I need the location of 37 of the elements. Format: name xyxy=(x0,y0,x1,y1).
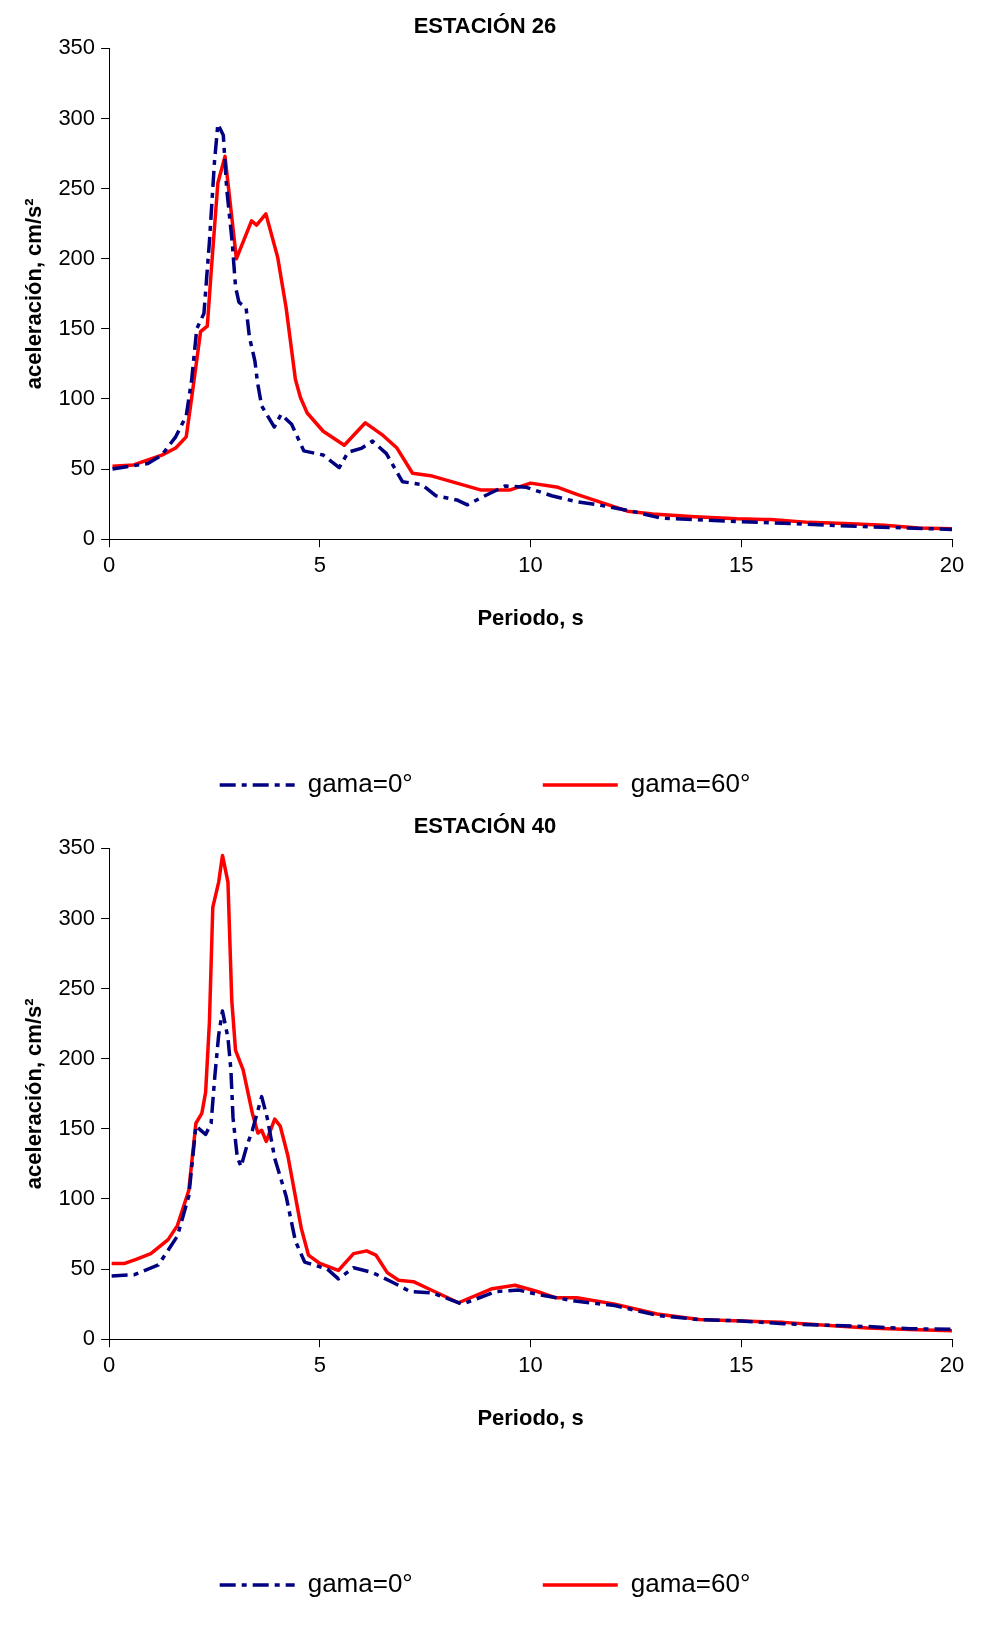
y-tick-label: 50 xyxy=(70,455,96,481)
y-tick-label: 100 xyxy=(58,1185,96,1211)
y-tick-label: 350 xyxy=(58,34,96,60)
y-axis-title: aceleración, cm/s² xyxy=(21,998,47,1190)
y-tick-label: 200 xyxy=(58,1044,96,1070)
y-tick-label: 0 xyxy=(82,525,96,551)
y-tick-label: 100 xyxy=(58,385,96,411)
y-tick-label: 200 xyxy=(58,244,96,270)
legend-label: gama=60° xyxy=(630,1568,751,1599)
line-series xyxy=(109,1009,952,1332)
legend-label: gama=0° xyxy=(307,768,413,799)
x-tick-label: 20 xyxy=(939,552,965,578)
x-tick-label: 0 xyxy=(102,552,116,578)
x-tick-label: 10 xyxy=(518,552,543,578)
x-tick-label: 5 xyxy=(313,552,326,578)
chart-title: ESTACIÓN 26 xyxy=(413,13,557,39)
x-axis-title: Periodo, s xyxy=(477,604,584,630)
y-tick-label: 150 xyxy=(58,314,96,340)
y-tick-label: 150 xyxy=(58,1114,96,1140)
y-tick-label: 250 xyxy=(58,174,96,200)
x-tick-label: 15 xyxy=(729,552,754,578)
x-tick-label: 0 xyxy=(102,1352,116,1378)
chart-title: ESTACIÓN 40 xyxy=(413,813,557,839)
legend-label: gama=60° xyxy=(630,768,751,799)
y-axis-title: aceleración, cm/s² xyxy=(21,198,47,390)
y-tick-label: 0 xyxy=(82,1325,96,1351)
y-tick-label: 300 xyxy=(58,904,96,930)
x-axis-title: Periodo, s xyxy=(477,1404,584,1430)
x-tick-label: 10 xyxy=(518,1352,543,1378)
x-tick-label: 15 xyxy=(729,1352,754,1378)
x-tick-label: 20 xyxy=(939,1352,965,1378)
legend-label: gama=0° xyxy=(307,1568,413,1599)
y-tick-label: 250 xyxy=(58,974,96,1000)
x-tick-label: 5 xyxy=(313,1352,326,1378)
y-tick-label: 350 xyxy=(58,834,96,860)
y-tick-label: 300 xyxy=(58,104,96,130)
y-tick-label: 50 xyxy=(70,1255,96,1281)
